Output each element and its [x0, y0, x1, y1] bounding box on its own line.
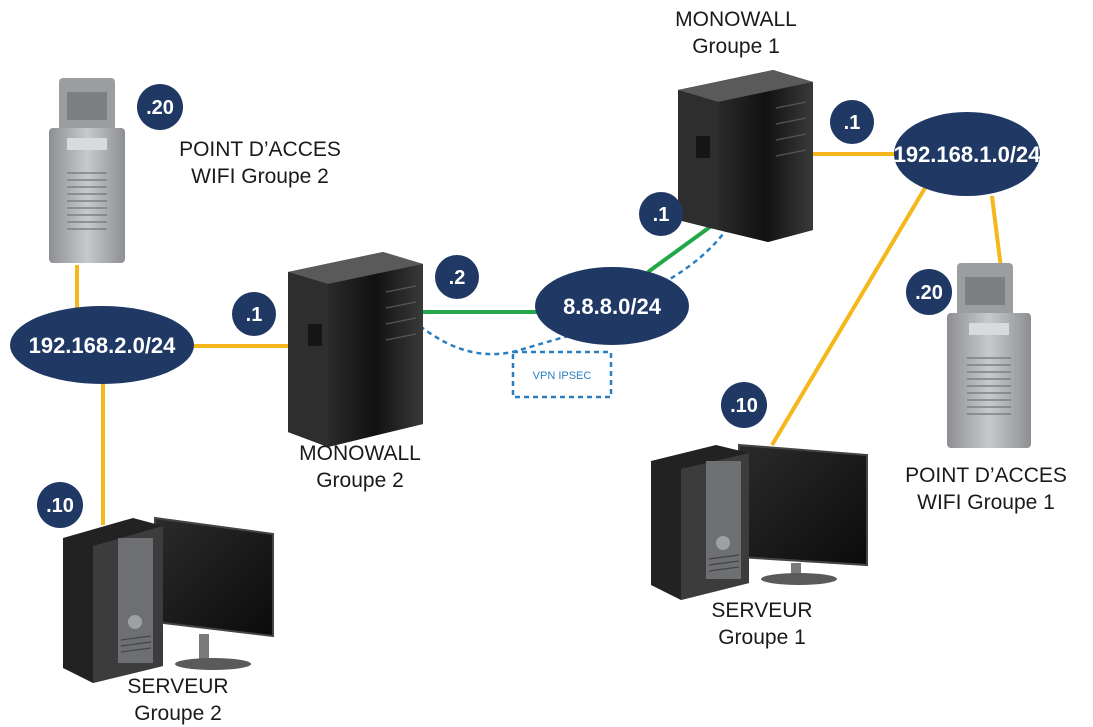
access-point-icon: [49, 78, 125, 263]
tower-icon: [651, 445, 749, 600]
device-label-ap2-line2: WIFI Groupe 2: [191, 165, 329, 188]
device-label-ap1-line1: POINT D’ACCES: [905, 464, 1067, 487]
vpn-label: VPN IPSEC: [533, 370, 592, 382]
network-lan2-ellipse: [10, 306, 194, 384]
device-label-ap1-line2: WIFI Groupe 1: [917, 491, 1055, 514]
device-label-fw2-line2: Groupe 2: [316, 469, 404, 492]
tower-icon: [63, 518, 163, 683]
network-wan-ellipse: [535, 267, 689, 345]
device-label-fw1-line2: Groupe 1: [692, 35, 780, 58]
links: [75, 152, 1003, 525]
ip-badge-ap2-text: .20: [146, 97, 174, 119]
ip-badge-srv1-text: .10: [730, 395, 758, 417]
ip-badge-srv1: .10: [721, 382, 767, 428]
ip-badge-fw2-wan-text: .2: [449, 267, 466, 289]
ip-badge-fw2-wan: .2: [435, 255, 479, 299]
vpn-tunnel-path-lower: [419, 325, 572, 356]
ip-badge-ap1: .20: [906, 269, 952, 315]
ip-badge-fw1-wan: .1: [639, 192, 683, 236]
ip-badge-fw1-lan-text: .1: [844, 112, 861, 134]
device-label-fw2: MONOWALL Groupe 2: [280, 440, 440, 494]
vpn-label-box: [511, 350, 613, 399]
device-label-ap2: POINT D’ACCES WIFI Groupe 2: [150, 136, 370, 190]
ip-badge-fw2-lan-text: .1: [246, 304, 263, 326]
device-label-fw1-line1: MONOWALL: [675, 8, 797, 31]
ip-badge-fw1-wan-text: .1: [653, 204, 670, 226]
ip-badge-ap2: .20: [137, 84, 183, 130]
device-label-ap1: POINT D’ACCES WIFI Groupe 1: [876, 462, 1093, 516]
device-label-srv2-line1: SERVEUR: [127, 675, 229, 698]
ip-badge-srv2-text: .10: [46, 495, 74, 517]
firewall-tower-icon: [288, 252, 423, 447]
device-label-srv1-line2: Groupe 1: [718, 626, 806, 649]
access-point-icon: [947, 263, 1031, 448]
device-label-ap2-line1: POINT D’ACCES: [179, 138, 341, 161]
ip-badge-fw1-lan: .1: [830, 100, 874, 144]
device-label-fw1: MONOWALL Groupe 1: [656, 6, 816, 60]
monitor-icon: [154, 516, 274, 670]
device-label-srv1-line1: SERVEUR: [711, 599, 813, 622]
monitor-icon: [738, 443, 868, 585]
ip-badge-fw2-lan: .1: [232, 292, 276, 336]
server-icon: [63, 516, 274, 683]
server-icon: [651, 443, 868, 600]
firewall-tower-icon: [678, 70, 813, 242]
device-label-fw2-line1: MONOWALL: [299, 442, 421, 465]
device-label-srv2-line2: Groupe 2: [134, 702, 222, 725]
network-lan1-label: 192.168.1.0/24: [894, 142, 1042, 167]
network-wan: 8.8.8.0/24: [535, 267, 689, 345]
device-label-srv1: SERVEUR Groupe 1: [682, 597, 842, 651]
network-lan2: 192.168.2.0/24: [10, 306, 194, 384]
link-lan1-ap1: [990, 195, 1003, 269]
ip-badge-ap1-text: .20: [915, 282, 943, 304]
vpn-tunnel: VPN IPSEC: [419, 221, 734, 399]
device-label-srv2: SERVEUR Groupe 2: [98, 673, 258, 727]
ip-badge-srv2: .10: [37, 482, 83, 528]
network-lan2-label: 192.168.2.0/24: [29, 333, 177, 358]
network-wan-label: 8.8.8.0/24: [563, 294, 662, 319]
network-lan1-ellipse: [894, 112, 1040, 196]
network-lan1: 192.168.1.0/24: [894, 112, 1042, 196]
link-lan1-srv1: [770, 186, 927, 447]
